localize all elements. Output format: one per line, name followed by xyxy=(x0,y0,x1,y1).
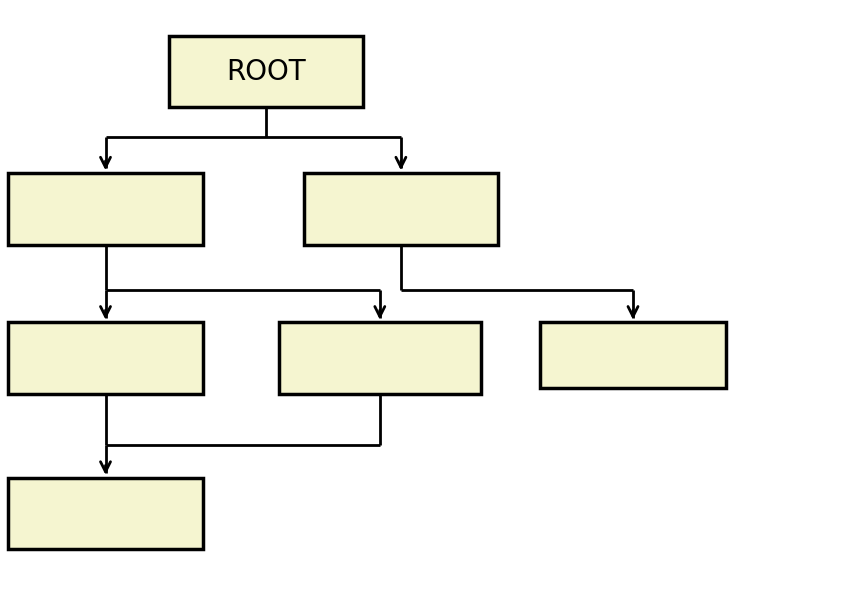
FancyBboxPatch shape xyxy=(8,322,203,394)
FancyBboxPatch shape xyxy=(169,36,363,107)
FancyBboxPatch shape xyxy=(8,173,203,245)
FancyBboxPatch shape xyxy=(279,322,481,394)
FancyBboxPatch shape xyxy=(540,322,726,388)
FancyBboxPatch shape xyxy=(304,173,498,245)
Text: ROOT: ROOT xyxy=(226,58,306,85)
FancyBboxPatch shape xyxy=(8,478,203,549)
